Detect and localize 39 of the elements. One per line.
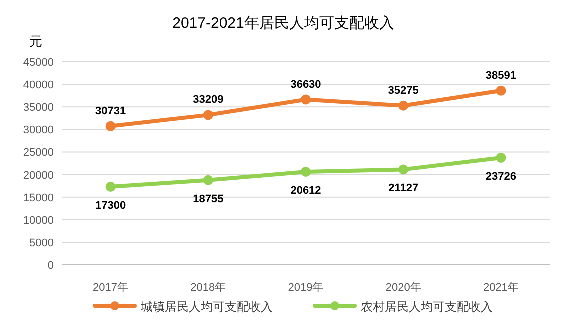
legend-label: 城镇居民人均可支配收入 [140,300,273,314]
y-tick-label: 45000 [23,57,54,69]
data-label: 38591 [486,70,516,82]
point [398,100,409,111]
point [203,110,214,120]
y-tick-label: 10000 [23,214,54,227]
point [398,164,409,175]
data-label: 17300 [96,200,126,212]
data-label: 18755 [193,193,224,206]
y-tick-label: 0 [48,260,54,272]
x-tick-label: 2020年 [386,282,422,294]
point [106,121,116,132]
legend-label: 农村居民人均可支配收入 [361,300,493,314]
point [203,175,214,186]
data-label: 35275 [388,84,419,97]
data-label: 20612 [290,185,322,198]
x-tick-label: 2017年 [93,282,129,294]
y-tick-label: 30000 [23,124,54,137]
y-tick-label: 15000 [23,192,54,204]
chart-title: 2017-2021年居民人均可支配收入 [172,15,394,32]
data-label: 21127 [388,182,419,195]
y-tick-label: 5000 [30,237,54,250]
data-label: 23726 [486,170,516,183]
data-label: 36630 [290,78,322,91]
point [301,167,311,178]
data-label: 30731 [96,105,126,118]
y-tick-label: 35000 [23,102,54,114]
point [496,152,506,163]
y-tick-label: 25000 [23,147,54,160]
point [496,86,506,96]
y-axis-title: 元 [30,34,42,49]
x-tick-label: 2019年 [288,282,324,294]
point [106,182,116,192]
y-tick-label: 20000 [23,170,54,182]
data-label: 33209 [193,94,224,106]
y-tick-label: 40000 [23,80,54,92]
x-tick-label: 2021年 [483,282,519,294]
point [301,94,311,105]
x-tick-label: 2018年 [190,282,226,294]
